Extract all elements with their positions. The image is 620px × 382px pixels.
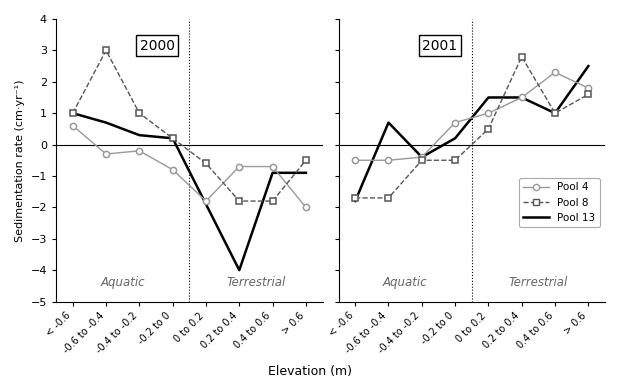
Legend: Pool 4, Pool 8, Pool 13: Pool 4, Pool 8, Pool 13 xyxy=(519,178,600,227)
Text: Terrestrial: Terrestrial xyxy=(509,277,568,290)
Text: 2000: 2000 xyxy=(140,39,175,53)
Text: 2001: 2001 xyxy=(422,39,458,53)
Text: Terrestrial: Terrestrial xyxy=(226,277,286,290)
Y-axis label: Sedimentation rate (cm·yr⁻¹): Sedimentation rate (cm·yr⁻¹) xyxy=(15,79,25,241)
Text: Elevation (m): Elevation (m) xyxy=(268,365,352,378)
Text: Aquatic: Aquatic xyxy=(383,277,427,290)
Text: Aquatic: Aquatic xyxy=(100,277,145,290)
